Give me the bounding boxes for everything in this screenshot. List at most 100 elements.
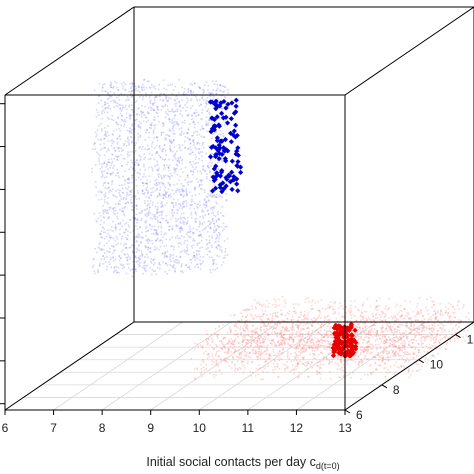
cloud-point [144,175,147,178]
cloud-point [297,377,299,379]
cloud-point [240,351,242,354]
data-point [348,323,354,329]
cloud-point [109,229,112,231]
cloud-point [220,340,223,342]
cloud-point [320,334,322,336]
cloud-point [218,219,220,221]
cloud-point [115,227,117,229]
cloud-point [256,315,258,318]
cloud-point [163,93,166,96]
cloud-point [112,130,115,132]
cloud-point [376,330,379,333]
cloud-point [297,327,299,329]
cloud-point [118,147,120,149]
cloud-point [111,183,113,186]
cloud-point [139,134,141,137]
cloud-point [190,91,192,94]
cloud-point [177,124,180,126]
cloud-point [107,107,110,109]
cloud-point [100,191,103,193]
cloud-point [266,352,268,355]
cloud-point [269,342,272,344]
cloud-point [151,233,153,235]
cloud-point [116,102,119,105]
cloud-point [112,134,114,136]
cloud-point [270,322,272,324]
cloud-point [175,95,178,98]
cloud-point [381,327,384,329]
cloud-point [295,346,298,348]
cloud-point [135,261,138,263]
cloud-point [100,99,103,102]
cloud-point [358,342,361,345]
cloud-point [287,367,289,369]
cloud-point [393,323,395,326]
cloud-point [147,256,149,259]
cloud-point [376,330,379,332]
cloud-point [161,150,163,152]
cloud-point [214,327,217,330]
cloud-point [234,314,236,316]
cloud-point [161,177,163,180]
data-point [224,120,231,126]
cloud-point [177,159,180,161]
cloud-point [288,336,291,338]
cloud-point [410,325,412,327]
cloud-point [207,89,209,92]
cloud-point [138,211,141,214]
cloud-point [240,319,243,322]
cloud-point [395,319,397,322]
cloud-point [189,123,191,125]
cloud-point [385,338,388,341]
cloud-point [331,358,334,361]
cloud-point [199,216,201,218]
cloud-point [123,120,125,123]
cloud-point [292,340,295,342]
cloud-point [108,161,111,164]
cloud-point [149,224,151,227]
cloud-point [203,189,206,191]
cloud-point [112,245,115,247]
cloud-point [349,311,352,313]
cloud-point [233,339,236,342]
cloud-point [209,113,211,115]
cloud-point [222,261,225,264]
cloud-point [305,318,308,320]
cloud-point [440,310,442,312]
cloud-point [165,262,167,264]
cloud-point [303,318,305,321]
cloud-point [131,209,133,211]
cloud-point [263,331,266,333]
cloud-point [157,169,160,171]
cloud-point [290,319,293,321]
cloud-point [115,190,117,192]
cloud-point [311,361,313,363]
cloud-point [207,338,210,340]
cloud-point [464,340,466,342]
cloud-point [111,142,114,145]
cloud-point [284,368,286,370]
cloud-point [121,264,123,267]
cloud-point [331,334,333,337]
cloud-point [236,320,239,322]
cloud-point [317,332,319,334]
cloud-point [200,187,202,190]
cloud-point [119,134,121,137]
cloud-point [289,335,291,338]
cloud-point [98,82,101,85]
cloud-point [395,335,397,337]
cloud-point [189,161,191,163]
cloud-point [137,86,139,88]
cloud-point [321,335,324,337]
cloud-point [225,351,228,354]
cloud-point [220,212,222,214]
cloud-point [416,355,418,357]
cloud-point [362,315,365,318]
cloud-point [304,324,307,326]
cloud-point [336,368,339,370]
cloud-point [375,308,377,310]
cloud-point [120,110,123,112]
cloud-point [427,335,429,338]
cloud-point [136,235,138,237]
cloud-point [149,223,151,226]
